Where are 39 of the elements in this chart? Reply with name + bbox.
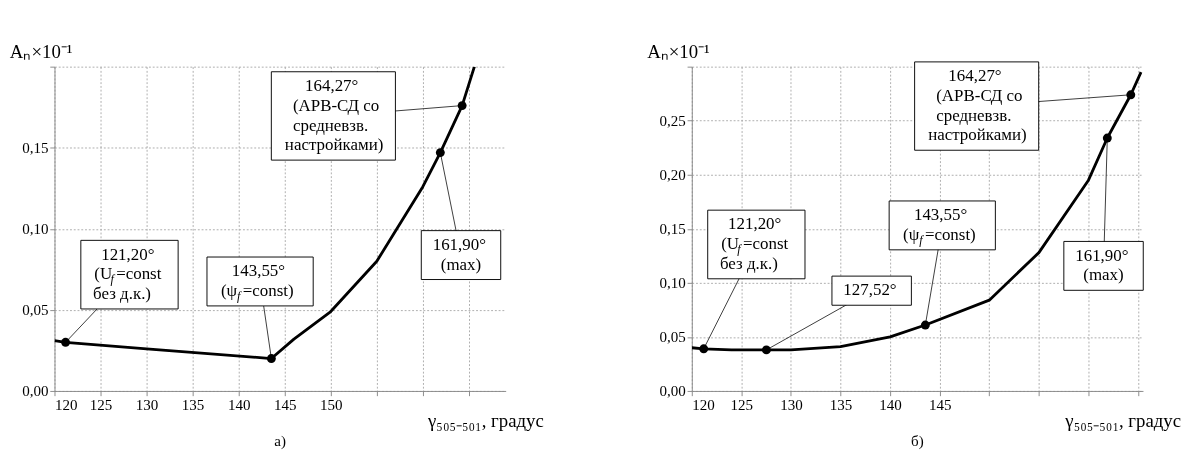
y-tick-label: 0,20 bbox=[659, 166, 686, 183]
x-axis-title: γ₅₀₅₋₅₀₁, градус bbox=[1064, 410, 1182, 432]
annotation: 127,52° bbox=[843, 280, 897, 300]
x-tick-label: 135 bbox=[829, 397, 853, 414]
x-tick-label: 145 bbox=[928, 397, 952, 414]
y-tick-label: 0,05 bbox=[22, 302, 49, 319]
x-tick-label: 135 bbox=[181, 397, 205, 414]
point bbox=[457, 101, 467, 111]
annotation: 164,27° (АРВ-СД со средневзв. настройками) bbox=[284, 76, 384, 155]
y-tick-label: 0,05 bbox=[659, 329, 686, 346]
point bbox=[61, 337, 71, 347]
annotation: 161,90° (max) bbox=[1075, 245, 1129, 285]
x-tick-label: 125 bbox=[730, 397, 754, 414]
text: а) bbox=[274, 433, 286, 451]
x-axis-title: γ₅₀₅₋₅₀₁, градус bbox=[427, 410, 544, 432]
annotation: 161,90° (max) bbox=[432, 234, 486, 274]
point bbox=[761, 345, 771, 355]
x-tick-label: 120 bbox=[692, 397, 715, 414]
x-tick-label: 130 bbox=[135, 397, 159, 414]
y-tick-label: 0,00 bbox=[22, 383, 49, 400]
annotation: 164,27° (АРВ-СД со средневзв. настройками) bbox=[928, 66, 1027, 145]
x-tick-label: 125 bbox=[89, 397, 113, 414]
y-tick-label: 0,10 bbox=[659, 275, 686, 292]
x-tick-label: 140 bbox=[879, 397, 902, 414]
x-tick-label: 130 bbox=[780, 397, 803, 414]
y-tick-label: 0,10 bbox=[22, 221, 49, 237]
x-tick-label: 140 bbox=[227, 397, 251, 414]
y-tick-label: 0,25 bbox=[659, 112, 686, 129]
y-tick-label: 0,15 bbox=[22, 139, 49, 156]
point bbox=[435, 148, 445, 158]
x-tick-label: 150 bbox=[319, 397, 343, 414]
y-tick-label: 0,00 bbox=[659, 383, 686, 400]
point bbox=[266, 354, 276, 363]
y-tick-label: 0,15 bbox=[659, 221, 686, 237]
x-tick-label: 120 bbox=[54, 397, 78, 414]
y-axis-title: Aₙ×10⁻¹ bbox=[647, 40, 710, 62]
x-tick-label: 145 bbox=[273, 397, 297, 414]
text: б) bbox=[911, 433, 924, 451]
y-axis-title: Aₙ×10⁻¹ bbox=[9, 40, 73, 62]
